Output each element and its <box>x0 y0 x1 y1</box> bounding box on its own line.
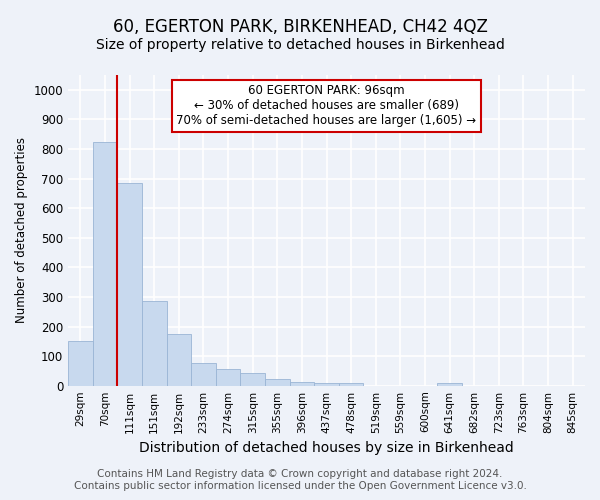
Bar <box>265 379 290 386</box>
Bar <box>117 183 142 386</box>
Text: 60 EGERTON PARK: 96sqm
← 30% of detached houses are smaller (689)
70% of semi-de: 60 EGERTON PARK: 96sqm ← 30% of detached… <box>176 84 476 128</box>
Y-axis label: Number of detached properties: Number of detached properties <box>15 138 28 324</box>
Text: Contains HM Land Registry data © Crown copyright and database right 2024.
Contai: Contains HM Land Registry data © Crown c… <box>74 470 526 491</box>
Bar <box>437 383 462 386</box>
Text: Size of property relative to detached houses in Birkenhead: Size of property relative to detached ho… <box>95 38 505 52</box>
Bar <box>92 142 117 386</box>
Bar <box>290 382 314 386</box>
Bar <box>241 373 265 386</box>
Bar <box>191 362 216 386</box>
Bar <box>167 334 191 386</box>
Bar <box>339 384 364 386</box>
X-axis label: Distribution of detached houses by size in Birkenhead: Distribution of detached houses by size … <box>139 441 514 455</box>
Bar <box>314 382 339 386</box>
Bar <box>216 370 241 386</box>
Text: 60, EGERTON PARK, BIRKENHEAD, CH42 4QZ: 60, EGERTON PARK, BIRKENHEAD, CH42 4QZ <box>113 18 487 36</box>
Bar <box>68 342 92 386</box>
Bar <box>142 302 167 386</box>
